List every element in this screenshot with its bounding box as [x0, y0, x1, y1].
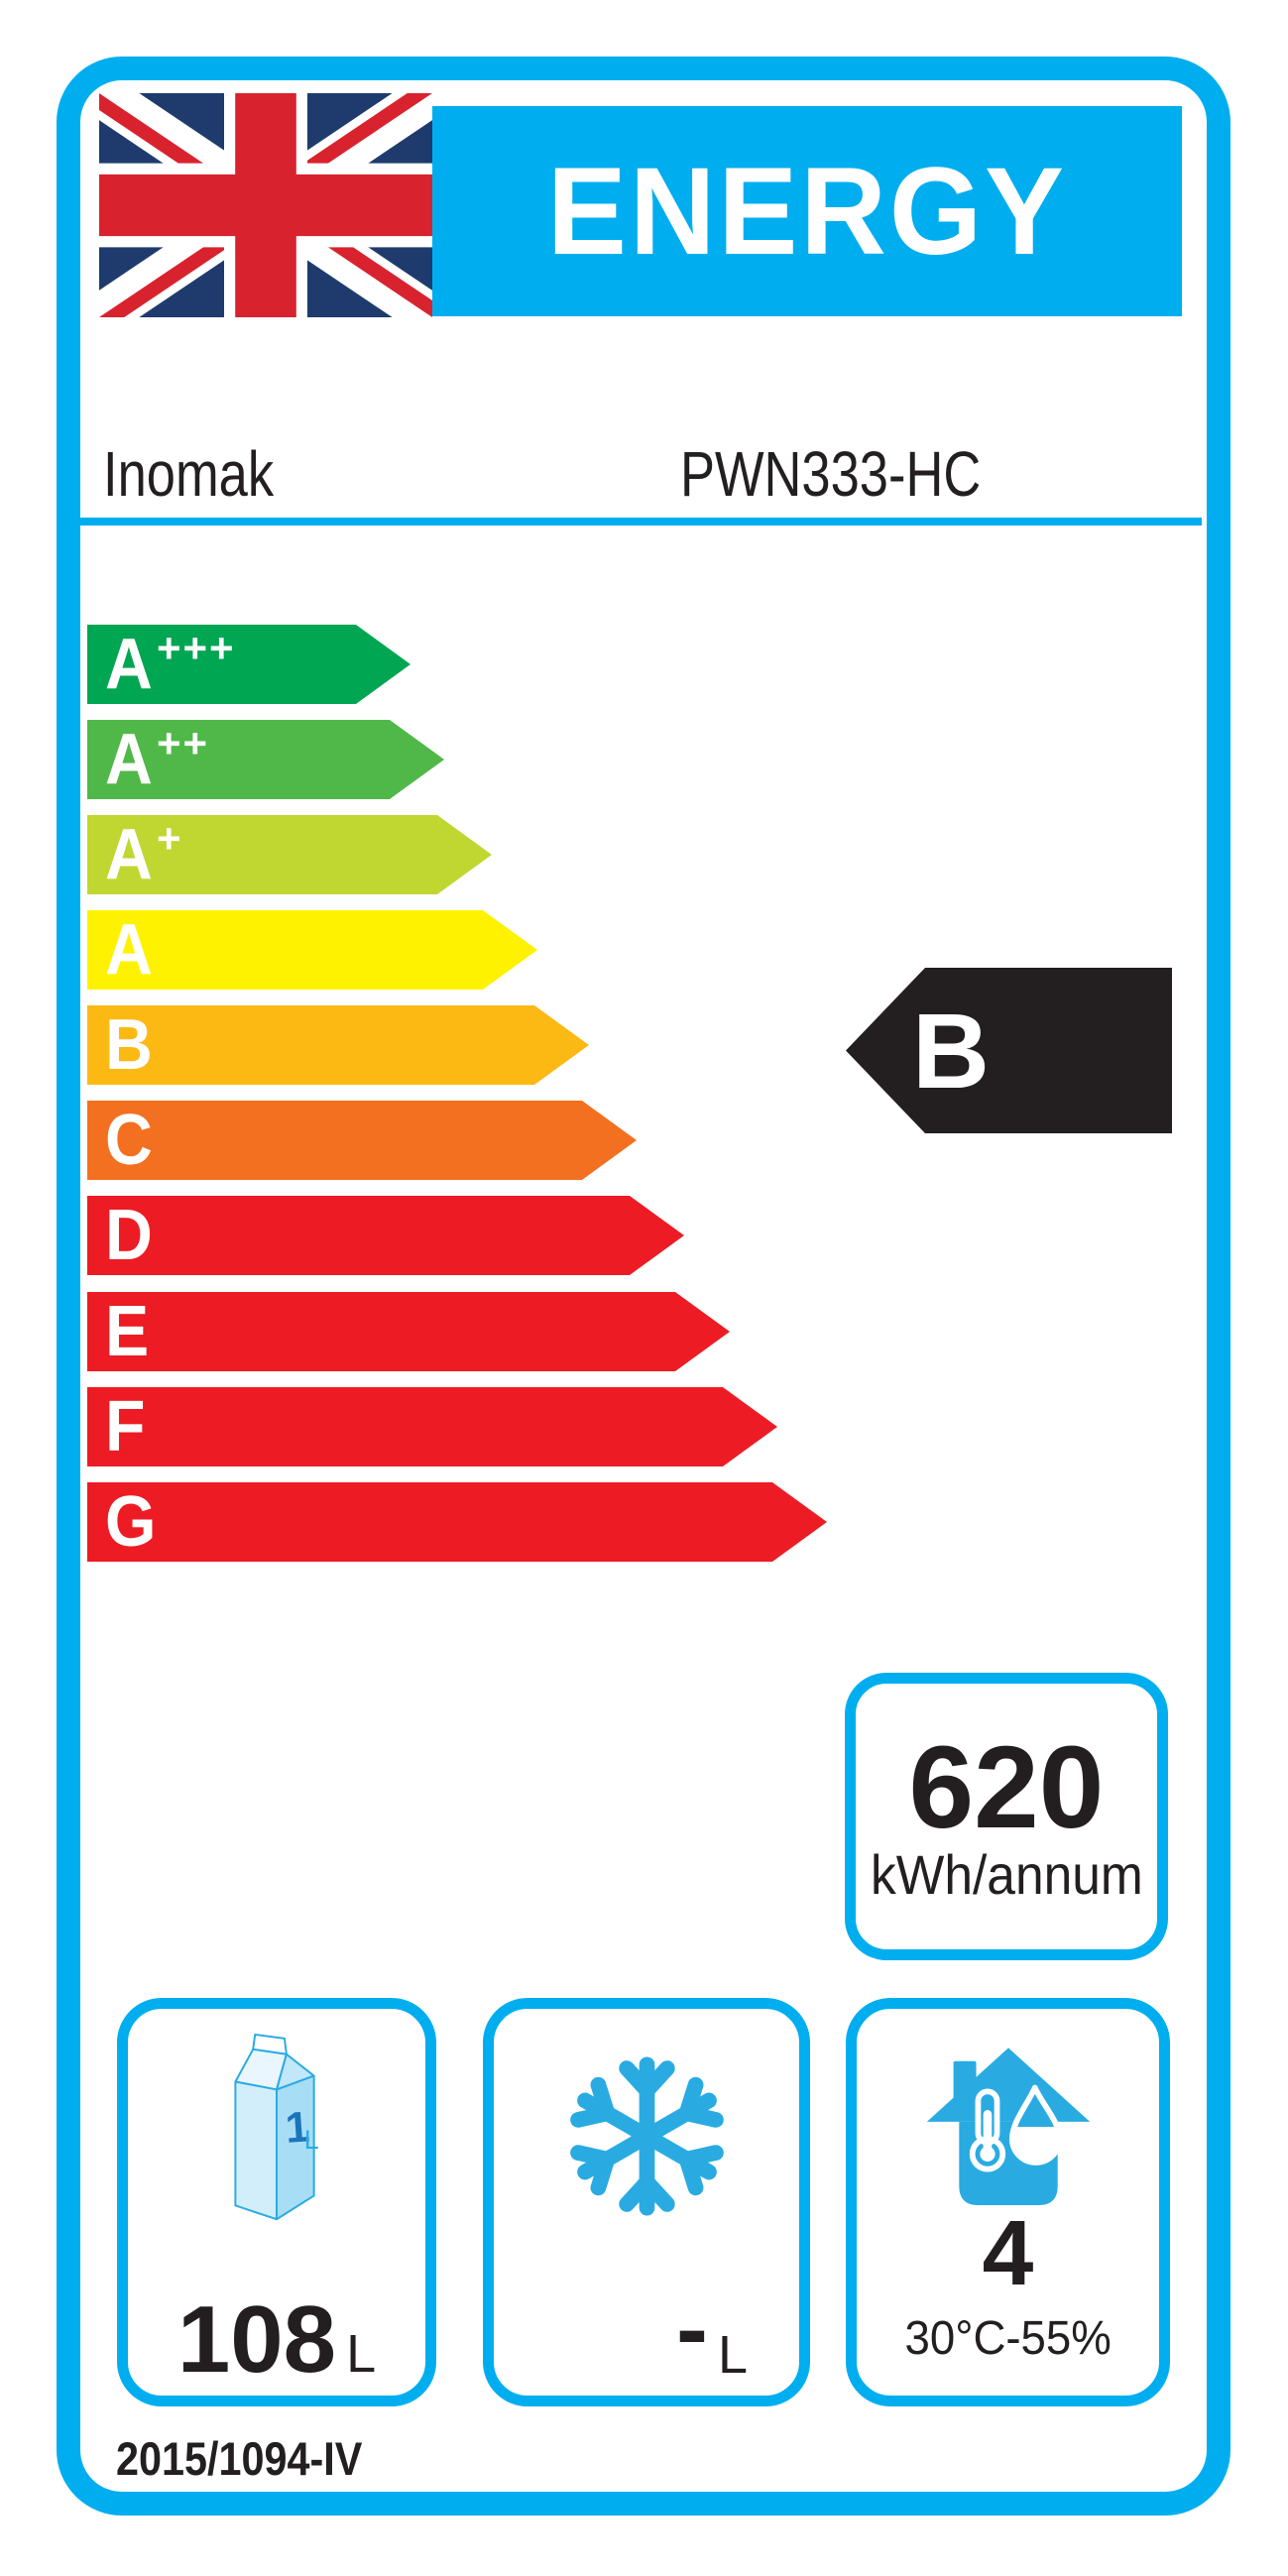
- rating-grade-plus: +++: [157, 625, 236, 671]
- climate-range: 30°C-55%: [904, 2312, 1112, 2365]
- rating-grade-letter: E: [105, 1292, 150, 1371]
- fridge-volume-unit: L: [346, 2324, 377, 2384]
- rating-row-a: A: [87, 910, 537, 990]
- label-border-frame: [57, 57, 1230, 2516]
- energy-consumption-unit: kWh/annum: [870, 1842, 1143, 1906]
- fridge-volume-box: 1 L 108 L: [117, 1998, 436, 2406]
- rating-row-c: C: [87, 1101, 637, 1180]
- uk-flag-icon: [99, 93, 432, 317]
- energy-banner-title: ENERGY: [546, 142, 1068, 281]
- rating-grade-letter: F: [105, 1387, 146, 1466]
- regulation-reference: 2015/1094-IV: [116, 2432, 363, 2485]
- freezer-volume-unit: L: [717, 2325, 748, 2385]
- climate-class-value: 4: [982, 2201, 1034, 2304]
- rating-grade-letter: A: [105, 625, 153, 704]
- energy-banner: ENERGY: [432, 106, 1182, 316]
- rating-grade-plus: +: [157, 815, 183, 862]
- rating-row-a++: A ++: [87, 720, 444, 799]
- fridge-volume-line: 108 L: [177, 2292, 376, 2388]
- rating-row-e: E: [87, 1292, 730, 1371]
- header-divider: [77, 518, 1202, 526]
- rating-grade-letter: A: [105, 815, 153, 894]
- house-climate-icon: [913, 2035, 1104, 2205]
- rating-grade-letter: G: [105, 1482, 157, 1562]
- rating-grade-plus: ++: [157, 720, 210, 766]
- energy-consumption-box: 620 kWh/annum: [845, 1673, 1168, 1960]
- model-number: PWN333-HC: [680, 438, 982, 510]
- carton-volume-unit: L: [304, 2125, 319, 2155]
- rating-grade-letter: D: [105, 1196, 153, 1275]
- milk-carton-icon: 1 L: [225, 2029, 328, 2245]
- rating-grade-letter: A: [105, 910, 153, 990]
- humidity-drop-icon: [1008, 2084, 1062, 2166]
- freezer-volume-value: -: [675, 2276, 708, 2382]
- rating-grade-letter: A: [105, 720, 153, 799]
- fridge-volume-value: 108: [176, 2286, 337, 2393]
- climate-class-box: 4 30°C-55%: [846, 1998, 1170, 2406]
- selected-class-arrow: B: [846, 968, 1172, 1133]
- selected-class-letter: B: [912, 990, 990, 1111]
- energy-consumption-value: 620: [908, 1721, 1105, 1853]
- snowflake-icon: [555, 2045, 739, 2228]
- freezer-volume-box: - L: [483, 1998, 810, 2406]
- rating-grade-letter: C: [105, 1101, 153, 1180]
- thermometer-icon: [969, 2088, 1005, 2172]
- rating-grade-letter: B: [105, 1005, 153, 1085]
- carton-volume-value: 1: [284, 2103, 311, 2153]
- rating-row-d: D: [87, 1196, 684, 1275]
- rating-row-f: F: [87, 1387, 777, 1466]
- rating-row-a+++: A +++: [87, 625, 410, 704]
- rating-row-a+: A +: [87, 815, 492, 894]
- rating-row-g: G: [87, 1482, 827, 1562]
- freezer-volume-line: - L: [676, 2282, 748, 2385]
- brand-name: Inomak: [103, 438, 275, 510]
- rating-row-b: B: [87, 1005, 589, 1085]
